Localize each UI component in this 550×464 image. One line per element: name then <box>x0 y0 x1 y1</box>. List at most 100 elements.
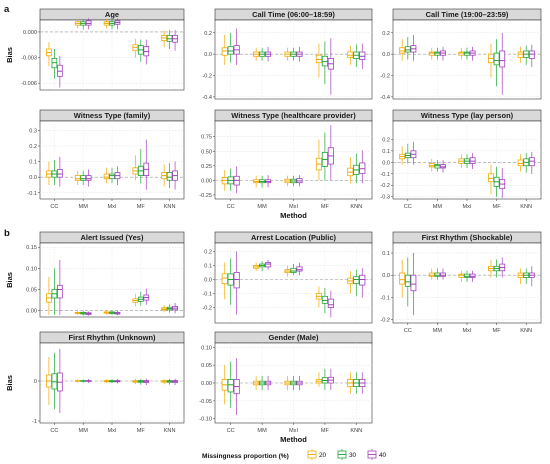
box-iqr <box>321 295 328 304</box>
box-iqr <box>428 272 435 277</box>
box-mxi-20 <box>284 265 291 277</box>
box-iqr <box>57 168 63 178</box>
box-iqr <box>359 51 366 60</box>
box-cc-30 <box>404 37 411 60</box>
box-cc-30 <box>51 268 58 315</box>
box-mxi-40 <box>296 46 303 62</box>
box-knn-40 <box>359 43 366 70</box>
box-cc-30 <box>51 160 58 185</box>
section-label-b: b <box>4 228 10 239</box>
legend-item-20: 20 <box>307 449 327 460</box>
box-mf-30 <box>137 379 144 385</box>
box-mxi-30 <box>109 379 115 383</box>
y-tick-label: 0.1 <box>204 263 212 269</box>
box-knn-30 <box>166 304 173 313</box>
box-mm-20 <box>74 170 81 185</box>
box-mf-40 <box>143 288 150 305</box>
box-mxi-30 <box>290 375 297 391</box>
box-mxi-20 <box>284 47 291 61</box>
box-mf-20 <box>132 155 139 181</box>
box-mxi-20 <box>458 270 465 282</box>
box-mxi-30 <box>290 47 297 61</box>
box-mf-30 <box>137 149 144 184</box>
x-tick-label-cc: CC <box>227 428 235 434</box>
box-mm-30 <box>259 175 266 188</box>
x-tick-label-cc: CC <box>404 204 412 210</box>
box-iqr <box>264 262 272 268</box>
box-mxi-40 <box>469 153 476 170</box>
box-cc-40 <box>410 34 417 61</box>
box-iqr <box>434 164 441 169</box>
y-tick-label: -0.2 <box>380 183 390 189</box>
box-mm-40 <box>264 46 272 62</box>
y-tick-label: 0.2 <box>204 249 212 255</box>
box-cc-30 <box>227 361 234 408</box>
x-tick-label-mm: MM <box>257 428 267 434</box>
box-mf-40 <box>327 290 334 318</box>
box-mxi-20 <box>284 375 291 391</box>
panel-witness-type-healthcare-provider: Witness Type (healthcare provider) 0.75 0.… <box>199 109 373 220</box>
box-mf-30 <box>493 259 500 278</box>
box-iqr <box>347 51 354 58</box>
panel-call-time-06-00-18-59: Call Time (06:00–18:59) 0.2 0.0 -0.2 -0.4 <box>202 8 373 101</box>
box-cc-40 <box>57 259 63 315</box>
box-knn-20 <box>347 157 354 184</box>
box-knn-40 <box>172 378 178 385</box>
box-iqr <box>359 274 366 286</box>
box-mf-20 <box>315 372 323 387</box>
box-knn-20 <box>347 45 354 65</box>
y-tick-label: -1 <box>32 419 37 425</box>
box-mm-40 <box>264 175 272 188</box>
box-iqr <box>528 157 535 167</box>
y-tick-label: -0.1 <box>202 292 212 298</box>
y-tick-label: 0.10 <box>201 345 212 351</box>
box-mxi-40 <box>114 379 121 384</box>
box-iqr <box>233 272 240 289</box>
y-tick-label: -0.3 <box>380 195 390 201</box>
box-mxi-40 <box>114 310 121 316</box>
box-mf-40 <box>327 38 334 95</box>
box-mf-20 <box>315 139 323 181</box>
x-tick-label-mm: MM <box>79 204 89 210</box>
box-knn-20 <box>161 164 167 187</box>
box-knn-40 <box>528 266 535 287</box>
y-tick-label: -0.2 <box>380 74 390 80</box>
box-mxi-30 <box>109 19 115 30</box>
x-tick-label-mxi: MxI <box>107 204 116 210</box>
box-cc-20 <box>399 39 406 61</box>
y-tick-label: 0.00 <box>201 381 212 387</box>
x-tick-label-knn: KNN <box>164 204 176 210</box>
box-mm-40 <box>440 268 446 280</box>
box-knn-30 <box>166 30 173 50</box>
box-knn-30 <box>353 153 360 184</box>
y-tick-label: 0.0 <box>382 160 390 166</box>
box-iqr <box>404 274 411 287</box>
legend-item-40: 40 <box>367 449 387 460</box>
box-mxi-40 <box>114 166 121 185</box>
panel-title: Arrest Location (Public) <box>251 233 337 242</box>
y-tick-label: -0.05 <box>199 399 212 405</box>
x-tick-label-cc: CC <box>404 328 412 334</box>
y-tick-label: 0.2 <box>382 31 390 37</box>
box-iqr <box>488 173 494 183</box>
box-mxi-30 <box>464 47 470 60</box>
box-iqr <box>458 51 465 56</box>
box-iqr <box>434 272 441 277</box>
box-iqr <box>528 50 535 59</box>
y-tick-label: -0.2 <box>202 74 212 80</box>
box-mxi-40 <box>296 262 303 276</box>
box-mm-20 <box>74 379 81 383</box>
box-cc-20 <box>399 259 406 298</box>
y-tick-label: 0.25 <box>201 164 212 170</box>
x-tick-label-mm: MM <box>79 428 89 434</box>
box-cc-40 <box>233 28 240 65</box>
box-mm-20 <box>74 19 81 29</box>
box-knn-40 <box>359 150 366 184</box>
box-iqr <box>469 157 476 164</box>
box-iqr <box>458 273 465 278</box>
box-mm-40 <box>85 311 92 316</box>
y-tick-label: -0.006 <box>21 81 37 87</box>
x-tick-label-knn: KNN <box>520 204 532 210</box>
box-iqr <box>399 47 406 54</box>
